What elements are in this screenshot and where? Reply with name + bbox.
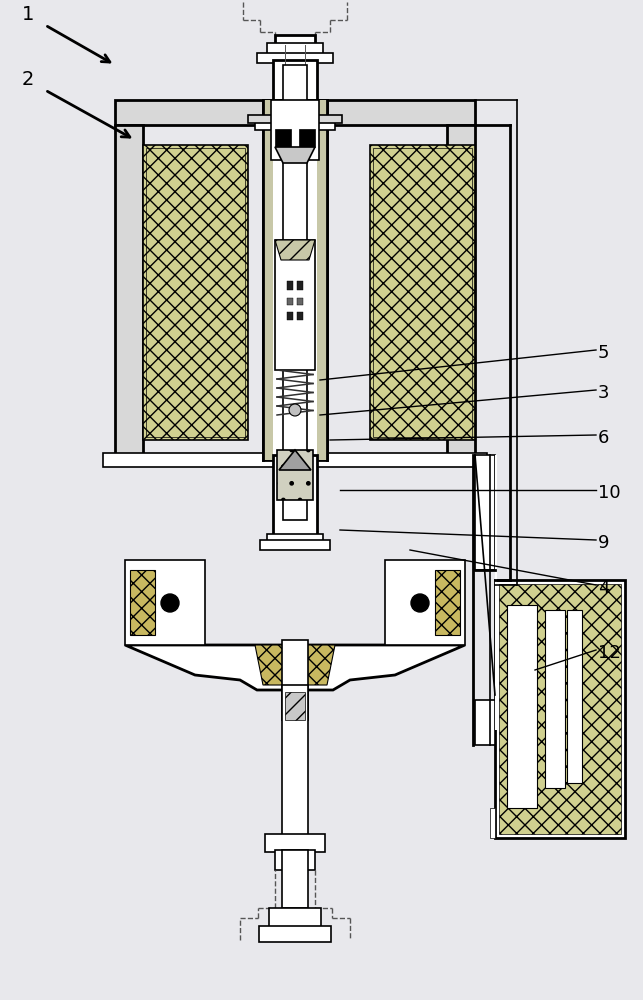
Text: 6: 6 (598, 429, 610, 447)
Circle shape (289, 404, 301, 416)
Bar (248, 115, 342, 123)
Bar (545, 610, 565, 788)
Bar (267, 534, 323, 542)
Bar (567, 610, 582, 783)
Bar (385, 560, 465, 645)
Bar (130, 570, 155, 635)
Polygon shape (275, 240, 315, 260)
Text: 2: 2 (22, 70, 34, 89)
Circle shape (161, 594, 179, 612)
Bar (255, 122, 335, 130)
Bar (273, 60, 317, 100)
Bar (275, 129, 291, 147)
Text: 4: 4 (598, 579, 610, 597)
Bar (297, 281, 303, 290)
Text: 10: 10 (598, 484, 620, 502)
Bar (271, 100, 319, 160)
Polygon shape (125, 645, 465, 690)
Bar (273, 455, 317, 540)
Bar (263, 100, 327, 460)
Bar (495, 580, 625, 838)
Bar (297, 312, 303, 320)
Bar (257, 53, 333, 63)
Bar (287, 312, 293, 320)
Bar (277, 450, 313, 500)
Bar (447, 125, 475, 455)
Text: 9: 9 (598, 534, 610, 552)
Bar (259, 926, 331, 942)
Bar (103, 453, 487, 467)
Bar (275, 850, 315, 870)
Circle shape (411, 594, 429, 612)
Bar (370, 145, 475, 440)
Bar (317, 100, 327, 460)
Bar (260, 540, 330, 550)
Bar (507, 605, 537, 808)
Text: 3: 3 (598, 384, 610, 402)
Polygon shape (255, 645, 335, 685)
Bar (263, 100, 273, 460)
Bar (285, 692, 305, 720)
Bar (495, 455, 497, 730)
Bar (299, 129, 315, 147)
Bar (287, 281, 293, 290)
Bar (265, 834, 325, 852)
Bar (475, 455, 495, 570)
Bar (373, 148, 472, 437)
Polygon shape (275, 147, 315, 163)
Bar (267, 43, 323, 55)
Bar (297, 298, 303, 305)
Text: 1: 1 (22, 5, 34, 24)
Bar (435, 570, 460, 635)
Bar (282, 850, 308, 908)
Bar (282, 685, 308, 835)
Bar (287, 298, 293, 305)
Text: 5: 5 (598, 344, 610, 362)
Bar (475, 700, 495, 745)
Bar (143, 145, 248, 440)
Bar (283, 65, 307, 520)
Bar (125, 560, 205, 645)
Bar (275, 35, 315, 45)
Bar (146, 148, 245, 437)
Bar (269, 908, 321, 928)
Bar (115, 100, 475, 125)
Bar (115, 125, 143, 455)
Bar (275, 240, 315, 370)
Bar (490, 808, 495, 838)
Text: 12: 12 (598, 644, 621, 662)
Bar (499, 584, 621, 834)
Polygon shape (279, 450, 311, 470)
Bar (282, 640, 308, 720)
